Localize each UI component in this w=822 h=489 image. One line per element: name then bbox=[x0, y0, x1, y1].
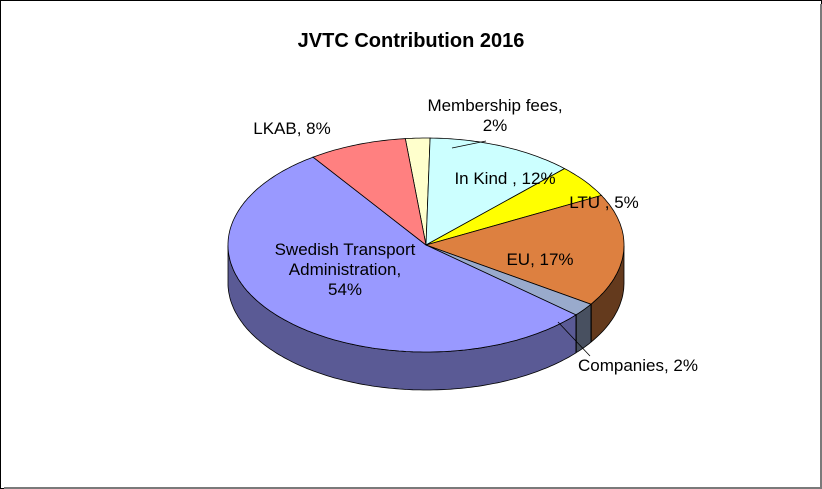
slice-label-membership: Membership fees, 2% bbox=[427, 96, 562, 135]
leader-line-companies bbox=[557, 321, 591, 357]
frame-shadow-right bbox=[820, 4, 822, 489]
frame-shadow-bottom bbox=[4, 487, 822, 489]
pie-slice-swedish bbox=[227, 156, 577, 353]
slice-label-swedish: Swedish Transport Administration, 54% bbox=[275, 240, 416, 299]
slice-label-companies: Companies, 2% bbox=[578, 356, 698, 375]
slice-label-eu: EU, 17% bbox=[506, 250, 573, 269]
leader-lines bbox=[451, 140, 591, 357]
chart-title: JVTC Contribution 2016 bbox=[297, 30, 525, 52]
slice-label-lkab: LKAB, 8% bbox=[253, 119, 331, 138]
leader-line-membership bbox=[451, 140, 487, 149]
pie-slice-ltu bbox=[425, 168, 603, 246]
slice-label-ltu: LTU , 5% bbox=[569, 193, 639, 212]
pie-slice-inkind bbox=[425, 137, 566, 246]
slice-label-inkind: In Kind , 12% bbox=[454, 169, 555, 188]
pie-slice-lkab bbox=[312, 138, 427, 246]
slice-labels: Membership fees, 2% In Kind , 12% LTU , 5% E… bbox=[253, 96, 698, 375]
pie-slice-eu bbox=[424, 194, 625, 305]
pie-slices bbox=[227, 137, 625, 353]
